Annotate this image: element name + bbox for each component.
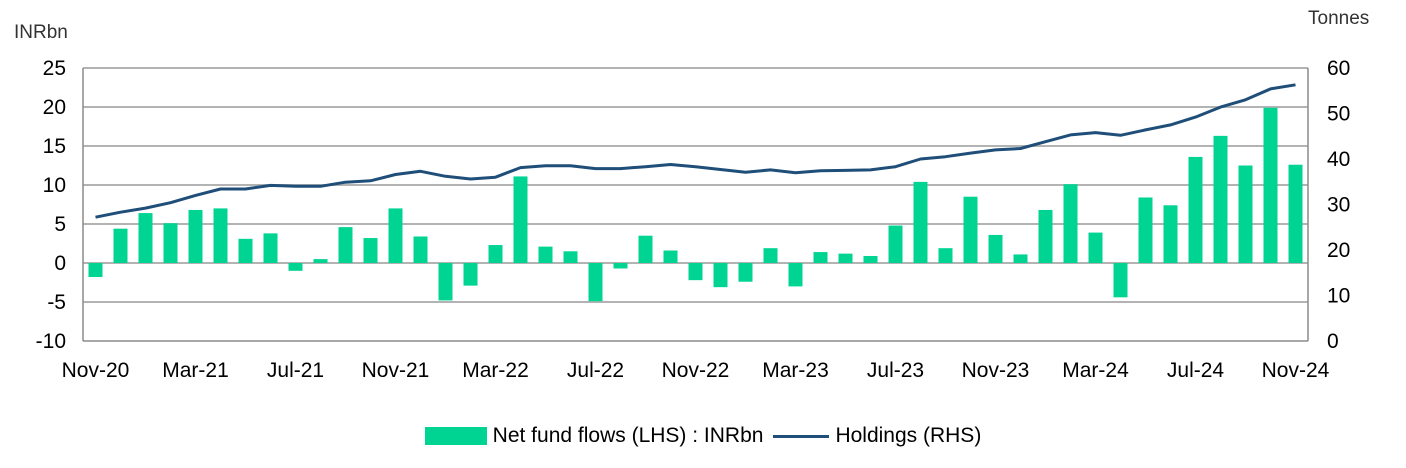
bar bbox=[88, 263, 103, 278]
right-tick-label: 50 bbox=[1327, 103, 1350, 126]
x-tick-label: Nov-20 bbox=[62, 359, 130, 382]
bar bbox=[163, 223, 178, 263]
bar bbox=[638, 235, 653, 263]
x-tick-label: Jul-21 bbox=[267, 359, 324, 382]
right-tick-label: 60 bbox=[1327, 57, 1350, 80]
legend-item-holdings: Holdings (RHS) bbox=[773, 424, 981, 448]
left-tick-label: 5 bbox=[54, 213, 66, 236]
right-tick-label: 30 bbox=[1327, 194, 1350, 217]
bar bbox=[888, 225, 903, 263]
bar bbox=[1088, 232, 1103, 263]
bar bbox=[138, 213, 153, 263]
bar bbox=[1238, 165, 1253, 263]
bar bbox=[988, 234, 1003, 263]
left-tick-label: 0 bbox=[54, 252, 66, 275]
bar bbox=[338, 227, 353, 263]
bar bbox=[1263, 107, 1278, 263]
legend-label-holdings: Holdings (RHS) bbox=[835, 424, 982, 447]
bar bbox=[738, 263, 753, 282]
bar bbox=[488, 245, 503, 263]
x-tick-label: Nov-23 bbox=[962, 359, 1030, 382]
left-tick-label: 25 bbox=[43, 57, 66, 80]
bar bbox=[763, 248, 778, 263]
left-tick-label: 20 bbox=[43, 96, 66, 119]
x-tick-label: Nov-24 bbox=[1262, 359, 1330, 382]
bar bbox=[413, 236, 428, 263]
left-tick-label: 10 bbox=[43, 174, 66, 197]
bar bbox=[1013, 254, 1028, 263]
bar bbox=[938, 248, 953, 263]
right-axis-unit: Tonnes bbox=[1308, 8, 1369, 29]
legend-item-fund-flows: Net fund flows (LHS) : INRbn bbox=[424, 424, 764, 448]
x-tick-label: Mar-24 bbox=[1062, 359, 1129, 382]
bar bbox=[913, 181, 928, 263]
bar bbox=[463, 263, 478, 286]
bar bbox=[513, 176, 528, 263]
right-tick-label: 40 bbox=[1327, 148, 1350, 171]
right-tick-label: 20 bbox=[1327, 239, 1350, 262]
x-tick-label: Jul-23 bbox=[867, 359, 924, 382]
bar bbox=[188, 209, 203, 263]
bar bbox=[688, 263, 703, 281]
right-tick-label: 0 bbox=[1327, 330, 1339, 353]
bar bbox=[1138, 197, 1153, 263]
bar bbox=[963, 196, 978, 263]
legend: Net fund flows (LHS) : INRbn Holdings (R… bbox=[0, 424, 1406, 448]
left-tick-label: -5 bbox=[47, 291, 66, 314]
bar bbox=[1288, 164, 1303, 263]
x-tick-label: Nov-21 bbox=[362, 359, 430, 382]
holdings-line bbox=[95, 83, 1296, 219]
x-tick-label: Jul-24 bbox=[1167, 359, 1225, 382]
bar bbox=[613, 263, 628, 269]
bar bbox=[438, 263, 453, 301]
legend-label-fund-flows: Net fund flows (LHS) : INRbn bbox=[492, 424, 764, 447]
legend-swatch-line bbox=[773, 434, 830, 438]
bar bbox=[1113, 263, 1128, 298]
bar bbox=[288, 263, 303, 271]
bar bbox=[788, 263, 803, 287]
right-tick-label: 10 bbox=[1327, 285, 1350, 308]
bar bbox=[588, 263, 603, 302]
left-tick-label: -10 bbox=[36, 330, 66, 353]
bar bbox=[213, 208, 228, 263]
bar bbox=[838, 253, 853, 263]
left-tick-label: 15 bbox=[43, 135, 66, 158]
bar bbox=[1163, 205, 1178, 263]
bar bbox=[1038, 209, 1053, 263]
bar bbox=[263, 233, 278, 263]
bar bbox=[813, 252, 828, 263]
bar bbox=[863, 255, 878, 263]
bar bbox=[663, 250, 678, 263]
combo-chart: -10 -5 0 5 10 15 20 25 0 10 20 30 40 50 60 INRbn Tonnes N… bbox=[14, 8, 1369, 382]
bar bbox=[313, 259, 328, 263]
bar bbox=[713, 263, 728, 288]
legend-swatch-bar bbox=[424, 427, 487, 445]
bar bbox=[388, 208, 403, 263]
bar bbox=[1188, 156, 1203, 263]
bar bbox=[113, 228, 128, 263]
x-tick-label: Nov-22 bbox=[662, 359, 730, 382]
bar bbox=[1213, 135, 1228, 263]
bar bbox=[538, 246, 553, 263]
x-tick-label: Mar-23 bbox=[762, 359, 829, 382]
bar bbox=[563, 251, 578, 263]
bar bbox=[1063, 184, 1078, 263]
x-tick-label: Jul-22 bbox=[567, 359, 624, 382]
x-tick-label: Mar-22 bbox=[462, 359, 529, 382]
bar bbox=[238, 238, 253, 263]
left-axis-unit: INRbn bbox=[14, 22, 68, 43]
bar bbox=[363, 238, 378, 263]
x-tick-label: Mar-21 bbox=[162, 359, 229, 382]
